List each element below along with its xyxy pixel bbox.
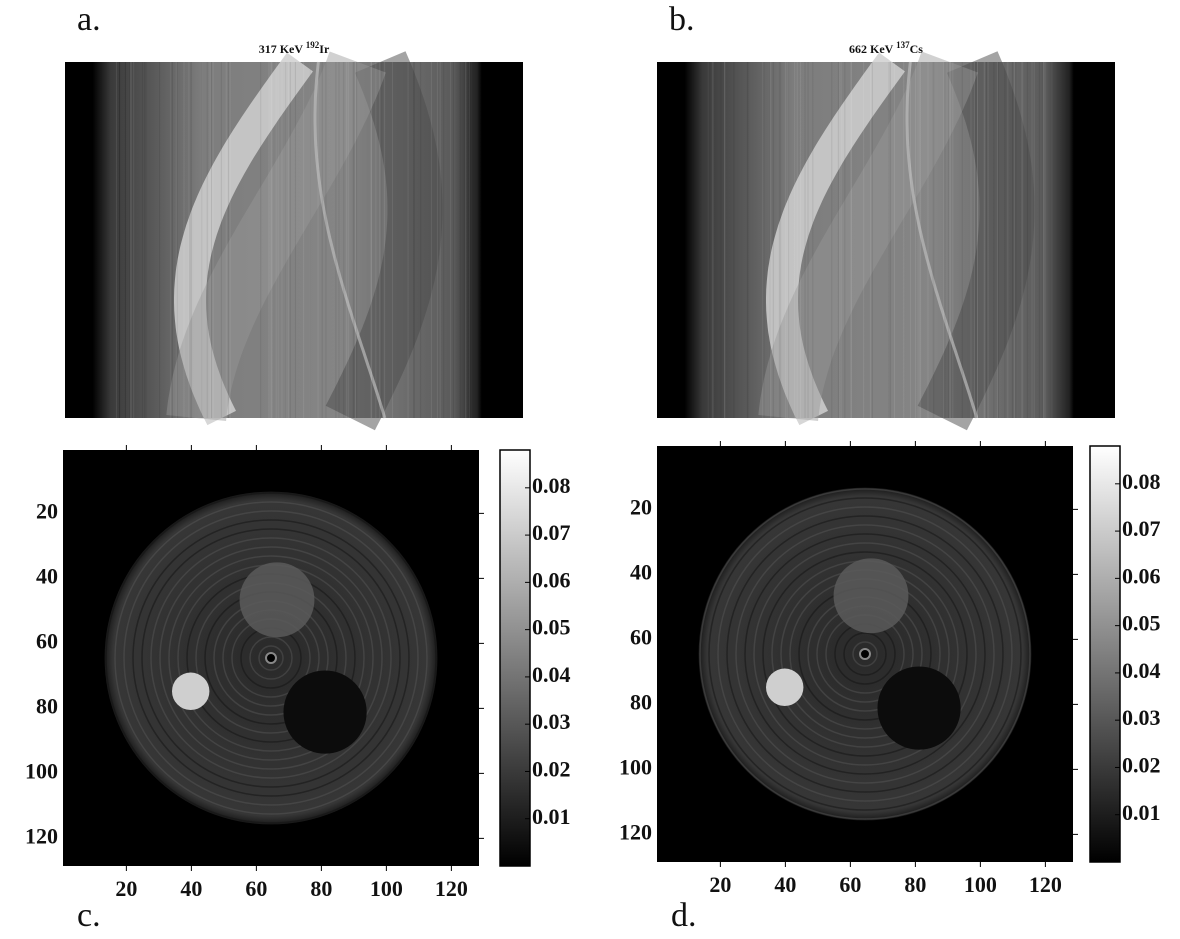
y-tick-label: 40 [36, 563, 58, 588]
x-tick-label: 20 [115, 876, 137, 901]
title-mass-number: 192 [306, 40, 320, 50]
title-energy: 317 KeV [259, 42, 304, 56]
insert-bright [172, 673, 209, 710]
insert-medium [834, 558, 909, 633]
panel-label: b. [669, 1, 695, 38]
x-tick-label: 120 [435, 876, 468, 901]
center-artifact [266, 653, 276, 663]
x-tick-label: 100 [964, 872, 997, 897]
y-tick-label: 100 [619, 754, 652, 779]
colorbar-tick-label: 0.01 [532, 804, 571, 829]
colorbar [1090, 446, 1120, 862]
colorbar-tick-label: 0.04 [532, 662, 571, 687]
y-tick-label: 60 [630, 624, 652, 649]
title-energy: 662 KeV [849, 42, 894, 56]
colorbar-tick-label: 0.06 [532, 567, 571, 592]
panel-title: 662 KeV 137Cs [849, 40, 923, 56]
colorbar-tick-label: 0.03 [532, 709, 571, 734]
panel-label: c. [77, 897, 101, 934]
x-tick-label: 80 [310, 876, 332, 901]
title-mass-number: 137 [896, 40, 910, 50]
colorbar-tick-label: 0.02 [532, 757, 571, 782]
y-tick-label: 20 [36, 498, 58, 523]
colorbar [500, 450, 530, 866]
colorbar-tick-label: 0.07 [1122, 516, 1161, 541]
y-tick-label: 120 [25, 823, 58, 848]
x-tick-label: 40 [180, 876, 202, 901]
y-tick-label: 120 [619, 819, 652, 844]
center-artifact [860, 649, 870, 659]
y-tick-label: 20 [630, 494, 652, 519]
y-tick-label: 80 [630, 689, 652, 714]
colorbar-tick-label: 0.08 [532, 473, 571, 498]
colorbar-tick-label: 0.02 [1122, 753, 1161, 778]
x-tick-label: 60 [245, 876, 267, 901]
title-element: Ir [319, 42, 330, 56]
x-tick-label: 20 [709, 872, 731, 897]
insert-dark [877, 666, 960, 749]
x-tick-label: 60 [839, 872, 861, 897]
colorbar-tick-label: 0.07 [532, 520, 571, 545]
y-tick-label: 100 [25, 758, 58, 783]
panel-label: d. [671, 897, 697, 934]
colorbar-tick-label: 0.03 [1122, 705, 1161, 730]
x-tick-label: 40 [774, 872, 796, 897]
colorbar-tick-label: 0.08 [1122, 469, 1161, 494]
y-tick-label: 80 [36, 693, 58, 718]
x-tick-label: 120 [1029, 872, 1062, 897]
colorbar-tick-label: 0.05 [1122, 611, 1161, 636]
insert-medium [240, 562, 315, 637]
panel-title: 317 KeV 192Ir [259, 40, 330, 56]
insert-dark [283, 670, 366, 753]
colorbar-tick-label: 0.05 [532, 615, 571, 640]
x-tick-label: 100 [370, 876, 403, 901]
y-tick-label: 40 [630, 559, 652, 584]
colorbar-tick-label: 0.04 [1122, 658, 1161, 683]
x-tick-label: 80 [904, 872, 926, 897]
colorbar-tick-label: 0.06 [1122, 563, 1161, 588]
panel-label: a. [77, 1, 101, 38]
colorbar-tick-label: 0.01 [1122, 800, 1161, 825]
y-tick-label: 60 [36, 628, 58, 653]
insert-bright [766, 669, 803, 706]
